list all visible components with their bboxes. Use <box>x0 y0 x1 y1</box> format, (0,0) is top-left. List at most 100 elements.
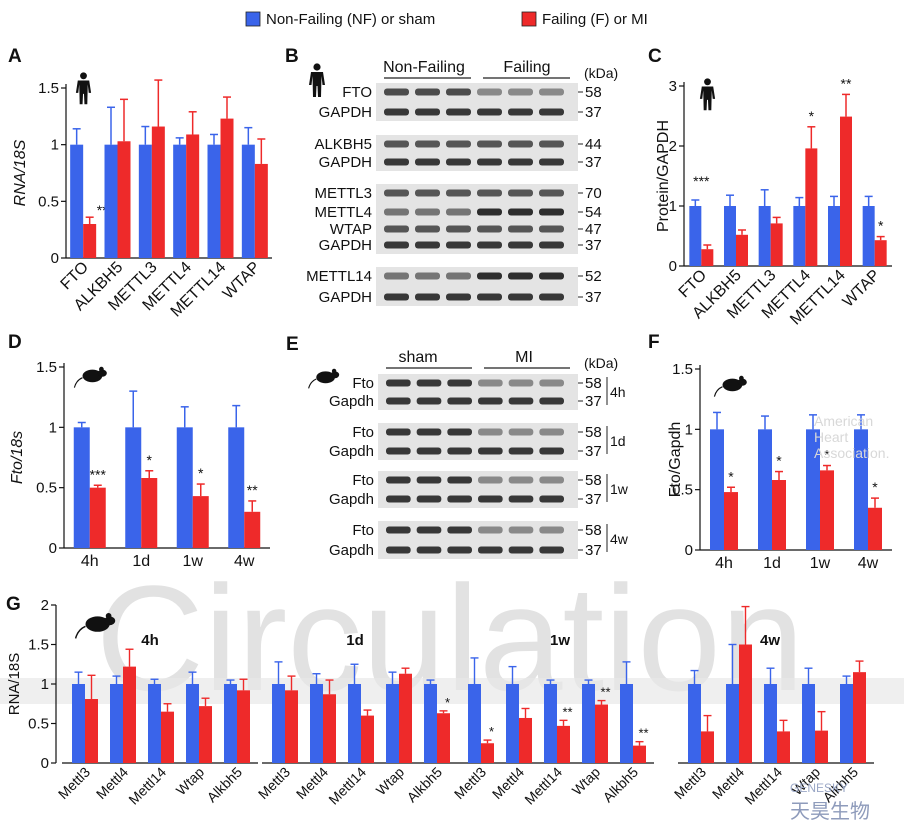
significance-marker: *** <box>693 173 710 189</box>
blot-band <box>477 225 502 233</box>
blot-band <box>539 189 564 197</box>
blot-band <box>508 225 533 233</box>
blot-band <box>478 428 503 436</box>
significance-marker: * <box>728 468 734 484</box>
blot-row-label: FTO <box>342 84 372 101</box>
bar-f <box>220 118 234 258</box>
x-tick-label: 4w <box>234 553 255 570</box>
blot-row-label: GAPDH <box>319 104 372 121</box>
blot-band <box>447 447 472 455</box>
panel-f-chart: F 0 0.5 1 1.5 Fto/Gapdh * 4h * 1d * 1w * 4w <box>648 332 892 572</box>
blot-band <box>386 526 411 534</box>
x-tick-label: Alkbh5 <box>404 764 446 806</box>
blot-band <box>446 189 471 197</box>
bar-f <box>840 116 852 266</box>
blot-band <box>539 108 564 116</box>
blot-band <box>446 208 471 216</box>
bar-f <box>772 480 786 550</box>
panel-label-g: G <box>6 594 21 615</box>
bar-nf <box>758 206 771 266</box>
blot-band <box>386 495 411 503</box>
blot-band <box>478 526 503 534</box>
panel-label-d: D <box>8 332 22 353</box>
mouse-head <box>104 616 116 626</box>
bar-f <box>399 673 412 763</box>
blot-band <box>539 241 564 249</box>
bar-f <box>123 666 136 763</box>
kda-value: 54 <box>585 204 602 221</box>
y-tick-label: 0.5 <box>38 193 59 210</box>
blot-row-label: GAPDH <box>319 154 372 171</box>
genesky-logo: GENESKY 天昊生物 <box>790 781 870 823</box>
blot-header-treated: MI <box>515 349 533 366</box>
blot-band <box>539 158 564 166</box>
y-tick-label: 0 <box>41 755 49 772</box>
blot-band <box>539 526 564 534</box>
human-head <box>313 63 321 71</box>
blot-band <box>446 140 471 148</box>
blot-band <box>477 208 502 216</box>
y-tick-label: 1.5 <box>28 637 49 654</box>
blot-band <box>446 241 471 249</box>
blot-band <box>478 447 503 455</box>
blot-band <box>446 272 471 280</box>
bar-f <box>724 492 738 550</box>
blot-band <box>539 208 564 216</box>
significance-marker: ** <box>841 75 852 91</box>
x-tick-label: Mettl14 <box>325 764 369 808</box>
bar-nf <box>506 684 519 763</box>
aha-line-1: American <box>814 413 873 429</box>
blot-band <box>415 140 440 148</box>
y-tick-label: 0.5 <box>36 480 57 497</box>
blot-band <box>415 189 440 197</box>
bar-nf <box>272 684 285 763</box>
bar-f <box>85 699 98 763</box>
blot-band <box>477 272 502 280</box>
blot-band <box>539 225 564 233</box>
blot-band <box>415 241 440 249</box>
blot-band <box>447 428 472 436</box>
y-tick-label: 0.5 <box>28 716 49 733</box>
blot-membrane <box>376 135 578 171</box>
x-tick-label: 4w <box>858 555 879 572</box>
blot-band <box>539 495 564 503</box>
aha-line-3: Association. <box>814 445 889 461</box>
human-body <box>699 86 716 111</box>
blot-band <box>416 476 442 484</box>
blot-band <box>478 397 503 405</box>
blot-band <box>478 495 503 503</box>
mouse-head <box>97 369 107 377</box>
blot-row-label: Gapdh <box>329 443 374 460</box>
blot-band <box>415 158 440 166</box>
significance-marker: * <box>878 218 884 234</box>
bar-f <box>254 163 268 258</box>
x-tick-label: 4h <box>81 553 99 570</box>
bar-nf <box>173 144 187 258</box>
kda-value: 37 <box>585 104 602 121</box>
bar-f <box>199 706 212 763</box>
bar-f <box>868 507 882 550</box>
panel-label-blot_E: E <box>286 334 299 355</box>
x-tick-label: Mettl14 <box>741 764 785 808</box>
kda-value: 70 <box>585 185 602 202</box>
bar-nf <box>241 144 255 258</box>
bar-nf <box>854 429 868 550</box>
blot-row-label: ALKBH5 <box>314 136 372 153</box>
significance-marker: * <box>872 479 878 495</box>
x-tick-label: Mettl3 <box>671 764 709 802</box>
blot-band <box>447 495 472 503</box>
blot-band <box>508 189 533 197</box>
y-tick-label: 0.5 <box>672 482 693 499</box>
mouse-body <box>82 369 103 383</box>
kda-label: (kDa) <box>584 355 618 371</box>
significance-marker: ** <box>97 202 108 218</box>
blot-header-control: Non-Failing <box>383 59 465 76</box>
blot-band <box>447 476 472 484</box>
blot-band <box>477 189 502 197</box>
kda-value: 58 <box>585 375 602 392</box>
blot-band <box>539 88 564 96</box>
bar-f <box>595 704 608 763</box>
blot-band <box>415 272 440 280</box>
kda-value: 37 <box>585 443 602 460</box>
y-axis-label: RNA/18S <box>6 653 23 716</box>
